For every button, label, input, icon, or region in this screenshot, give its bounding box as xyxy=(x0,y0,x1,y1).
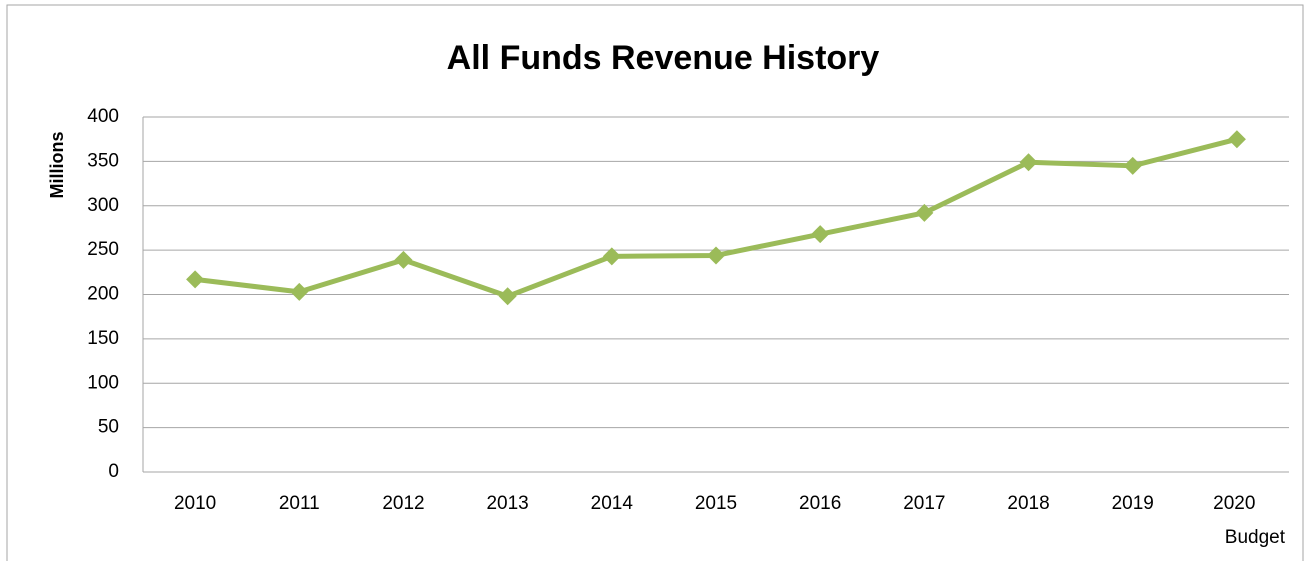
y-axis-label: Millions xyxy=(47,132,67,199)
y-tick-label: 150 xyxy=(87,328,119,349)
x-tick-label: 2013 xyxy=(486,493,528,514)
marker xyxy=(915,203,934,222)
marker xyxy=(498,287,517,306)
x-tick-label-line: Budget xyxy=(1225,527,1286,548)
marker xyxy=(290,282,309,301)
marker xyxy=(394,250,413,269)
y-tick-label: 200 xyxy=(87,284,119,305)
y-tick-label: 100 xyxy=(87,372,119,393)
marker xyxy=(811,225,830,244)
x-tick-label: 2011 xyxy=(279,493,320,514)
marker xyxy=(186,270,205,289)
x-tick-label: 2017 xyxy=(903,493,945,514)
y-tick-label: 300 xyxy=(87,195,119,216)
x-tick-label-line: 2020 xyxy=(1213,493,1261,514)
marker xyxy=(1019,153,1038,172)
x-tick-label: 2012 xyxy=(382,493,424,514)
chart-title: All Funds Revenue History xyxy=(447,39,880,77)
x-tick-label: 2010 xyxy=(174,493,216,514)
y-tick-label: 350 xyxy=(87,150,119,171)
y-tick-label: 0 xyxy=(108,461,119,482)
x-tick-label: 2019 xyxy=(1112,493,1154,514)
x-tick-label: 2015 xyxy=(695,493,737,514)
chart-border xyxy=(6,4,1304,561)
y-tick-label: 50 xyxy=(98,417,119,438)
marker xyxy=(707,246,725,265)
x-tick-label: 2018 xyxy=(1007,493,1049,514)
x-tick-label: 2014 xyxy=(591,493,634,514)
marker xyxy=(1227,130,1246,149)
marker xyxy=(1123,156,1142,175)
marker xyxy=(602,247,621,266)
y-tick-label: 400 xyxy=(87,106,119,127)
y-tick-label: 250 xyxy=(87,239,119,260)
x-tick-label: 2020 Budget xyxy=(1213,493,1286,548)
x-tick-label: 2016 xyxy=(799,493,841,514)
